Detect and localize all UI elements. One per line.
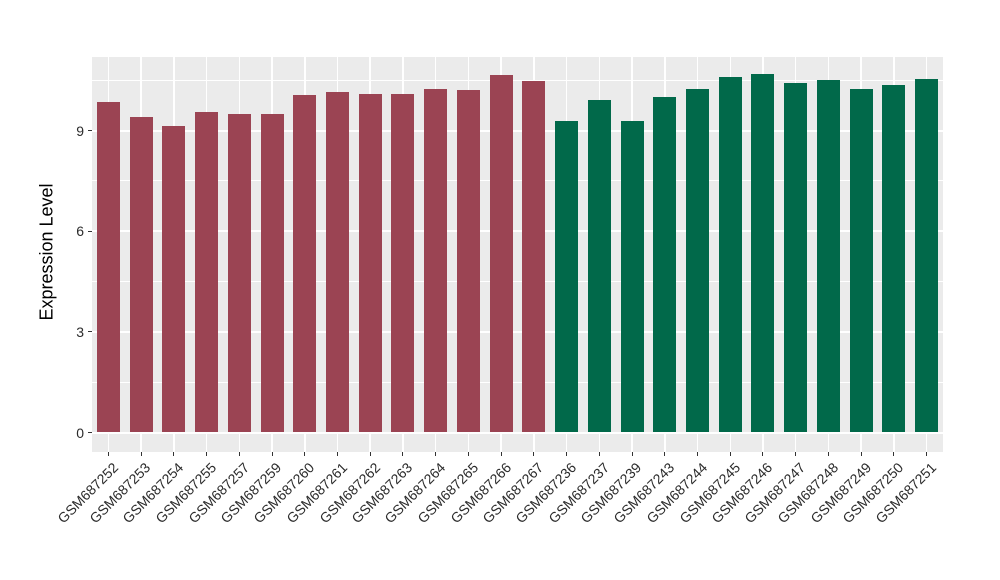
- x-tick-mark: [926, 452, 928, 456]
- x-tick-mark: [795, 452, 797, 456]
- x-tick-mark: [107, 452, 109, 456]
- y-tick-label: 6: [76, 223, 84, 240]
- x-tick-mark: [598, 452, 600, 456]
- bar: [849, 88, 873, 433]
- bar: [587, 100, 611, 433]
- bar: [555, 120, 579, 433]
- y-tick-mark: [88, 432, 92, 433]
- bar: [391, 93, 415, 433]
- y-axis-title: Expression Level: [36, 183, 57, 321]
- bar: [129, 117, 153, 433]
- x-tick-mark: [369, 452, 371, 456]
- bar: [456, 90, 480, 433]
- y-tick-mark: [88, 331, 92, 333]
- x-tick-mark: [697, 452, 699, 456]
- bar: [653, 97, 677, 433]
- bar: [882, 85, 906, 433]
- chart-panel: [92, 57, 943, 452]
- bar: [325, 92, 349, 433]
- y-tick-label: 9: [76, 122, 84, 139]
- bar: [424, 88, 448, 433]
- x-tick-mark: [304, 452, 306, 456]
- x-tick-mark: [173, 452, 175, 456]
- x-tick-mark: [336, 452, 338, 456]
- bar: [489, 75, 513, 433]
- x-tick-mark: [140, 452, 142, 456]
- bar: [718, 76, 742, 433]
- bar: [96, 102, 120, 433]
- bar: [293, 95, 317, 433]
- bar: [260, 113, 284, 433]
- minor-gridline-y: [92, 281, 943, 283]
- major-gridline-y: [92, 129, 943, 132]
- bar: [784, 83, 808, 433]
- bar: [162, 125, 186, 433]
- y-tick-label: 3: [76, 323, 84, 340]
- major-gridline-y: [92, 431, 943, 434]
- x-tick-mark: [206, 452, 208, 456]
- bar: [686, 88, 710, 433]
- x-tick-mark: [566, 452, 568, 456]
- bar: [751, 73, 775, 433]
- major-gridline-y: [92, 330, 943, 333]
- minor-gridline-y: [92, 79, 943, 81]
- x-tick-mark: [402, 452, 404, 456]
- y-tick-mark: [88, 230, 92, 232]
- x-tick-mark: [860, 452, 862, 456]
- bar: [227, 113, 251, 433]
- bar: [816, 80, 840, 433]
- x-tick-mark: [762, 452, 764, 456]
- x-tick-mark: [500, 452, 502, 456]
- y-tick-label: 0: [76, 424, 84, 441]
- minor-gridline-y: [92, 381, 943, 383]
- x-tick-mark: [467, 452, 469, 456]
- x-tick-mark: [729, 452, 731, 456]
- major-gridline-y: [92, 230, 943, 233]
- bar: [358, 93, 382, 433]
- bar: [620, 120, 644, 433]
- x-tick-mark: [271, 452, 273, 456]
- x-tick-mark: [435, 452, 437, 456]
- x-tick-mark: [664, 452, 666, 456]
- x-tick-mark: [893, 452, 895, 456]
- bar: [522, 81, 546, 433]
- bar: [915, 78, 939, 433]
- y-tick-mark: [88, 130, 92, 132]
- x-tick-mark: [533, 452, 535, 456]
- x-tick-mark: [238, 452, 240, 456]
- minor-gridline-y: [92, 180, 943, 182]
- x-tick-mark: [827, 452, 829, 456]
- bar: [195, 112, 219, 433]
- x-tick-mark: [631, 452, 633, 456]
